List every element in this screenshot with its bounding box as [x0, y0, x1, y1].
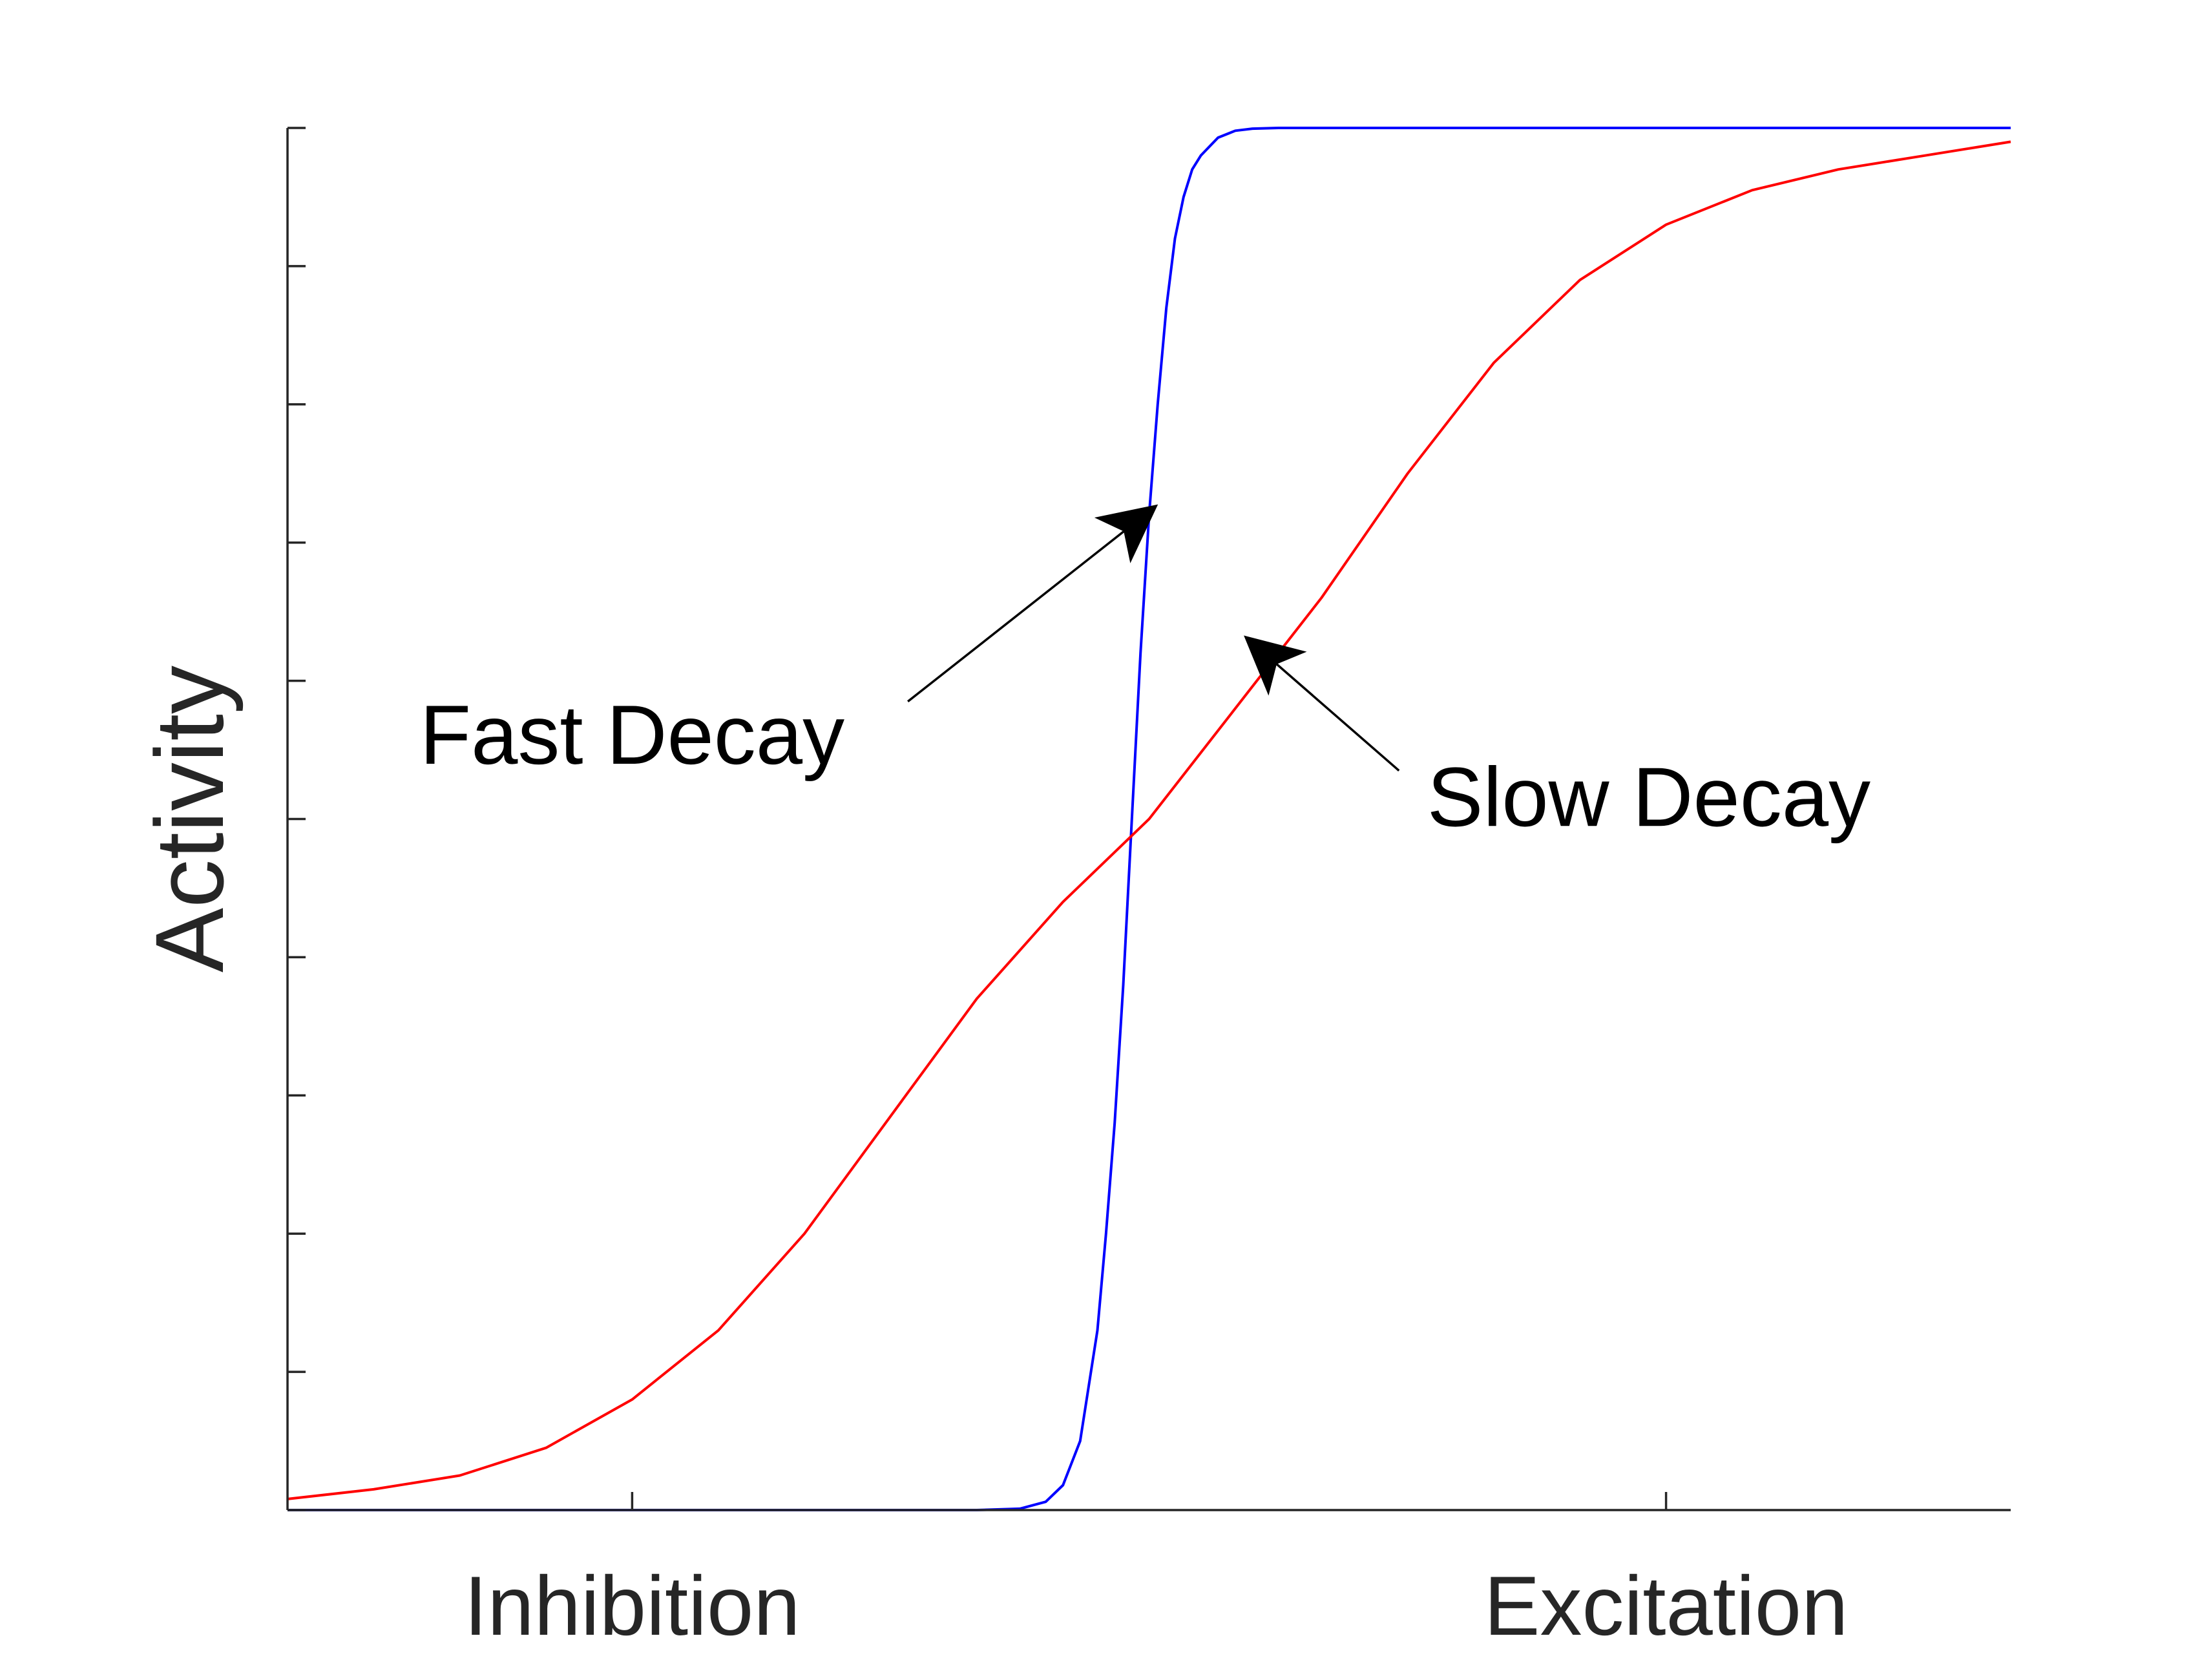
- annotation-label: Fast Decay: [420, 688, 844, 782]
- annotation-layer: Fast Decay Slow Decay: [420, 504, 1870, 844]
- x-tick-label: Excitation: [1484, 1559, 1849, 1653]
- y-axis-label: Activity: [135, 666, 244, 972]
- series-line-2: [287, 140, 2011, 1500]
- annotation-arrow: [907, 504, 1158, 703]
- annotation-label: Slow Decay: [1427, 750, 1870, 844]
- x-tick-label: Inhibition: [464, 1559, 800, 1653]
- annotation-arrow: [1244, 635, 1400, 772]
- axes-layer: Inhibition Excitation: [286, 127, 2011, 1653]
